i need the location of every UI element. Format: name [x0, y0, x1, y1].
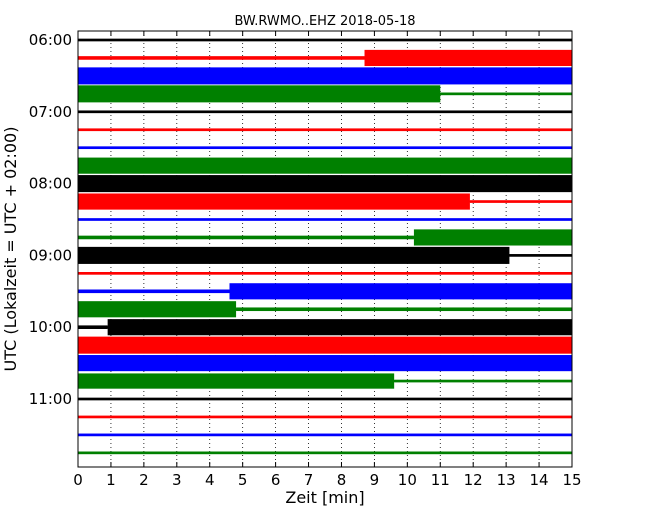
- x-tick-label: 6: [271, 471, 281, 489]
- y-tick-label: 07:00: [29, 103, 72, 121]
- trace-segment-0: [78, 146, 572, 150]
- trace-row-0730: [78, 146, 572, 150]
- trace-row-0600: [78, 38, 572, 42]
- trace-segment-0: [78, 218, 572, 221]
- x-tick-label: 10: [398, 471, 417, 489]
- x-tick-label: 15: [562, 471, 581, 489]
- trace-row-1045: [78, 373, 572, 389]
- x-tick-label: 1: [106, 471, 116, 489]
- trace-segment-1: [413, 229, 572, 246]
- trace-row-1115: [78, 415, 572, 419]
- x-tick-label: 0: [73, 471, 83, 489]
- x-tick-label: 9: [370, 471, 380, 489]
- trace-segment-0: [78, 246, 510, 264]
- trace-segment-1: [229, 283, 572, 300]
- y-tick-label: 09:00: [29, 246, 72, 264]
- trace-segment-0: [78, 193, 470, 210]
- trace-row-1145: [78, 451, 572, 455]
- trace-segment-1: [364, 49, 572, 67]
- trace-segment-0: [78, 289, 230, 294]
- x-tick-label: 7: [304, 471, 314, 489]
- trace-segment-0: [78, 272, 572, 275]
- trace-row-0930: [78, 283, 572, 300]
- trace-segment-0: [78, 433, 572, 437]
- x-tick-label: 4: [205, 471, 215, 489]
- trace-row-0915: [78, 272, 572, 275]
- trace-row-1000: [78, 319, 572, 336]
- y-tick-label: 08:00: [29, 175, 72, 193]
- trace-row-0715: [78, 128, 572, 132]
- trace-segment-0: [78, 397, 572, 401]
- trace-row-0800: [78, 175, 572, 193]
- trace-row-1100: [78, 397, 572, 401]
- trace-segment-0: [78, 451, 572, 455]
- x-tick-label: 3: [172, 471, 182, 489]
- trace-row-0700: [78, 110, 572, 114]
- y-tick-label: 10:00: [29, 318, 72, 336]
- trace-segment-1: [394, 379, 572, 383]
- plot-frame: [77, 30, 573, 468]
- trace-row-0630: [78, 67, 572, 85]
- y-axis-label: UTC (Lokalzeit = UTC + 02:00): [1, 127, 20, 372]
- trace-row-0815: [78, 193, 572, 210]
- trace-segment-0: [78, 85, 441, 103]
- trace-segment-0: [78, 175, 572, 193]
- trace-row-1015: [78, 336, 572, 354]
- trace-row-1130: [78, 433, 572, 437]
- trace-segment-0: [78, 301, 237, 318]
- seismic-traces: [78, 38, 572, 455]
- trace-row-0745: [78, 157, 572, 174]
- x-tick-label: 2: [139, 471, 149, 489]
- trace-segment-0: [78, 56, 365, 60]
- x-tick-label: 12: [464, 471, 483, 489]
- x-axis-label: Zeit [min]: [285, 488, 364, 507]
- trace-segment-1: [236, 307, 572, 312]
- x-tick-label: 8: [337, 471, 347, 489]
- trace-segment-1: [509, 254, 572, 257]
- trace-segment-0: [78, 235, 414, 240]
- trace-segment-0: [78, 415, 572, 419]
- trace-row-0900: [78, 246, 572, 264]
- x-tick-label: 14: [530, 471, 549, 489]
- chart-title: BW.RWMO..EHZ 2018-05-18: [234, 14, 415, 29]
- x-tick-label: 11: [431, 471, 450, 489]
- trace-segment-0: [78, 110, 572, 114]
- trace-row-0845: [78, 229, 572, 246]
- trace-segment-0: [78, 67, 572, 85]
- trace-segment-0: [78, 355, 572, 372]
- trace-segment-1: [440, 92, 572, 96]
- trace-segment-0: [78, 373, 395, 389]
- y-tick-label: 06:00: [29, 31, 72, 49]
- trace-row-0645: [78, 85, 572, 103]
- trace-row-1030: [78, 355, 572, 372]
- trace-segment-0: [78, 336, 572, 354]
- trace-row-0945: [78, 301, 572, 318]
- y-tick-label: 11:00: [29, 390, 72, 408]
- trace-segment-1: [107, 319, 572, 336]
- x-tick-label: 13: [497, 471, 516, 489]
- axis-ticks: 0 1 2 3 4 5 6 7 8 9 10 11 12 13 14 1506:0007:0008:0009:…: [29, 31, 582, 489]
- trace-segment-0: [78, 157, 572, 174]
- grid-lines: [110, 31, 540, 467]
- x-tick-label: 5: [238, 471, 248, 489]
- trace-row-0615: [78, 49, 572, 67]
- trace-segment-0: [78, 325, 108, 329]
- trace-segment-0: [78, 128, 572, 132]
- trace-segment-0: [78, 38, 572, 42]
- trace-row-0830: [78, 218, 572, 221]
- trace-segment-1: [469, 200, 572, 203]
